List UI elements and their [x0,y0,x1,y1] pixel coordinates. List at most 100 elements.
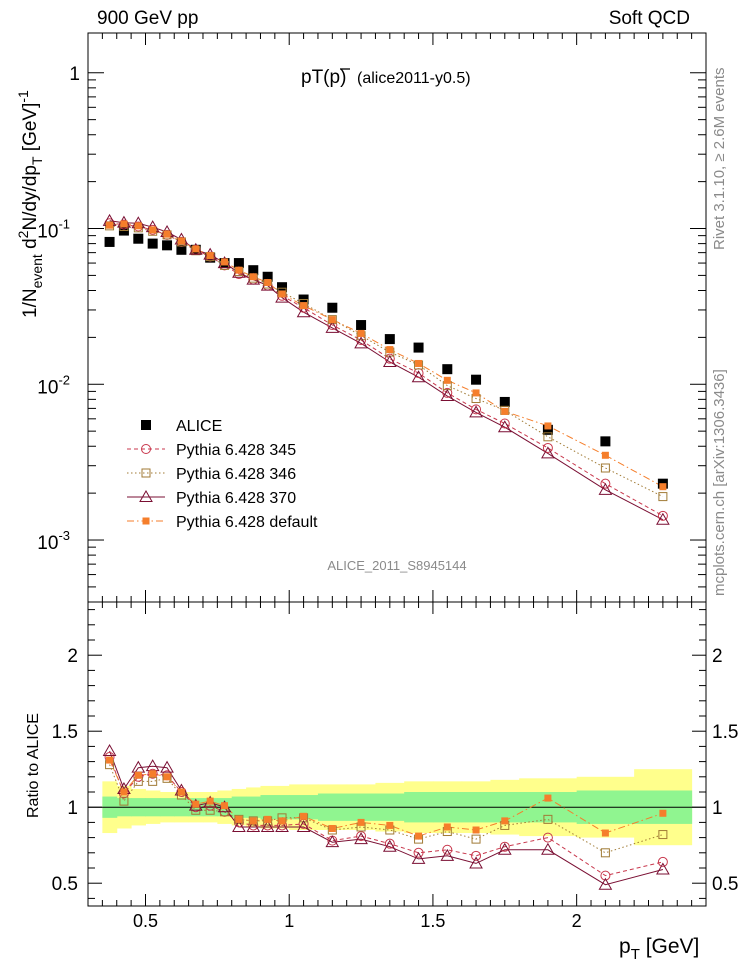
ratio-point-pythia-6-428-370 [160,760,174,773]
main-point-pythia-6-428-370 [541,446,555,459]
main-point-pythia-6-428-default [177,237,185,245]
ratio-point-pythia-6-428-346 [543,814,553,824]
main-point-pythia-6-428-370 [598,482,613,495]
main-point-pythia-6-428-default [328,316,336,324]
main-point-pythia-6-428-default [300,302,308,310]
main-line-pythia-6-428-default [109,223,664,488]
legend-label-pythia-6-428-370: Pythia 6.428 370 [176,490,296,507]
main-point-alice [542,424,553,435]
ratio-y-tick-label-right: 0.5 [712,874,738,895]
ratio-point-pythia-6-428-345 [413,847,424,858]
main-point-alice [327,302,338,313]
ratio-x-tick-label: 2 [572,911,582,931]
ratio-y-tick-label: 1.5 [52,722,78,743]
ratio-y-tick-label-right: 1.5 [712,722,738,743]
ratio-point-pythia-6-428-345 [147,768,158,779]
main-point-pythia-6-428-default [192,245,200,253]
ratio-x-tick-label: 1 [284,911,294,931]
ratio-point-pythia-6-428-default [415,832,423,840]
main-point-pythia-6-428-345 [471,404,482,415]
main-point-pythia-6-428-default [278,290,286,298]
ratio-point-pythia-6-428-default [601,829,609,837]
ratio-point-pythia-6-428-370 [102,743,117,756]
main-point-alice [162,240,173,251]
main-point-pythia-6-428-370 [354,336,368,349]
ratio-point-pythia-6-428-default [264,815,272,823]
ratio-point-pythia-6-428-346 [148,776,158,786]
ratio-point-pythia-6-428-345 [600,870,611,881]
legend-item-pythia-6-428-default: Pythia 6.428 default [127,514,318,531]
main-point-pythia-6-428-default [659,483,667,491]
main-point-pythia-6-428-default [501,407,509,415]
main-point-pythia-6-428-345 [542,442,553,453]
main-point-alice [471,374,482,385]
legend-label-alice: ALICE [176,418,222,435]
ratio-point-pythia-6-428-345 [384,838,395,849]
main-point-pythia-6-428-default [235,266,243,274]
ratio-plot-frame [87,601,707,907]
ratio-point-pythia-6-428-default [249,817,257,825]
ratio-point-pythia-6-428-345 [442,844,453,855]
ratio-xlabel: pT [GeV] [619,935,699,963]
main-point-pythia-6-428-345 [600,478,611,489]
main-y-tick-label: 10-1 [37,217,70,243]
main-point-pythia-6-428-370 [497,420,512,433]
ratio-y-tick-label-right: 1 [712,798,723,819]
main-point-pythia-6-428-default [106,221,114,229]
main-y-tick-label: 10-2 [37,372,70,398]
ratio-axis-ticks: 0.5 1 1.5 2 0.5 0.5 1 1 1.5 1.5 2 2 [52,602,738,931]
main-y-tick-label: 1 [69,64,80,85]
main-point-pythia-6-428-346 [327,315,337,325]
ratio-point-pythia-6-428-370 [656,862,670,875]
ratio-point-pythia-6-428-346 [234,814,244,824]
main-point-pythia-6-428-346 [658,492,668,502]
main-point-pythia-6-428-default [443,376,451,384]
ratio-line-pythia-6-428-370 [109,750,664,886]
ratio-point-pythia-6-428-default [120,788,128,796]
main-y-tick-label: 10-3 [37,528,70,554]
main-point-pythia-6-428-346 [600,463,610,473]
ratio-point-pythia-6-428-370 [260,819,275,832]
main-point-pythia-6-428-345 [384,353,395,364]
main-point-pythia-6-428-default [249,273,257,281]
main-point-pythia-6-428-370 [411,370,426,383]
ratio-point-pythia-6-428-370 [469,856,483,869]
ratio-point-pythia-6-428-default [106,756,114,764]
ratio-point-pythia-6-428-370 [440,848,455,861]
ratio-point-pythia-6-428-default [177,788,185,796]
main-point-pythia-6-428-346 [543,432,553,442]
ratio-x-tick-label: 1.5 [420,911,445,931]
ratio-point-pythia-6-428-345 [542,832,553,843]
ratio-point-pythia-6-428-default [300,812,308,820]
ratio-point-pythia-6-428-default [472,826,480,834]
ratio-point-pythia-6-428-370 [541,842,555,855]
main-point-alice [147,238,158,249]
ratio-point-pythia-6-428-default [501,817,509,825]
main-point-alice [262,271,273,282]
main-series-markers [102,213,670,525]
main-point-alice [277,282,288,293]
plot-title-tag: (alice2011-y0.5) [357,70,471,87]
main-point-alice [600,436,611,447]
ratio-point-pythia-6-428-370 [354,832,368,845]
ratio-point-pythia-6-428-346 [205,805,215,815]
plot-title-main: pT( [301,67,330,88]
ratio-point-pythia-6-428-370 [232,819,246,832]
ratio-point-pythia-6-428-default [357,818,365,826]
ratio-point-pythia-6-428-346 [658,830,668,840]
ratio-point-pythia-6-428-370 [497,842,512,855]
main-point-alice [104,236,115,247]
ratio-y-tick-label-right: 2 [712,646,723,667]
main-point-pythia-6-428-default [357,329,365,337]
ratio-y-tick-label: 2 [67,646,78,667]
header-right: Soft QCD [609,8,690,29]
rivet-label: Rivet 3.1.10, ≥ 2.6M events [711,68,728,251]
main-point-alice [248,265,259,276]
ratio-point-pythia-6-428-default [206,797,214,805]
main-point-alice [442,364,453,375]
ratio-point-pythia-6-428-370 [246,819,261,832]
ratio-point-pythia-6-428-default [278,817,286,825]
main-point-alice [176,244,187,255]
analysis-watermark: ALICE_2011_S8945144 [327,558,466,573]
